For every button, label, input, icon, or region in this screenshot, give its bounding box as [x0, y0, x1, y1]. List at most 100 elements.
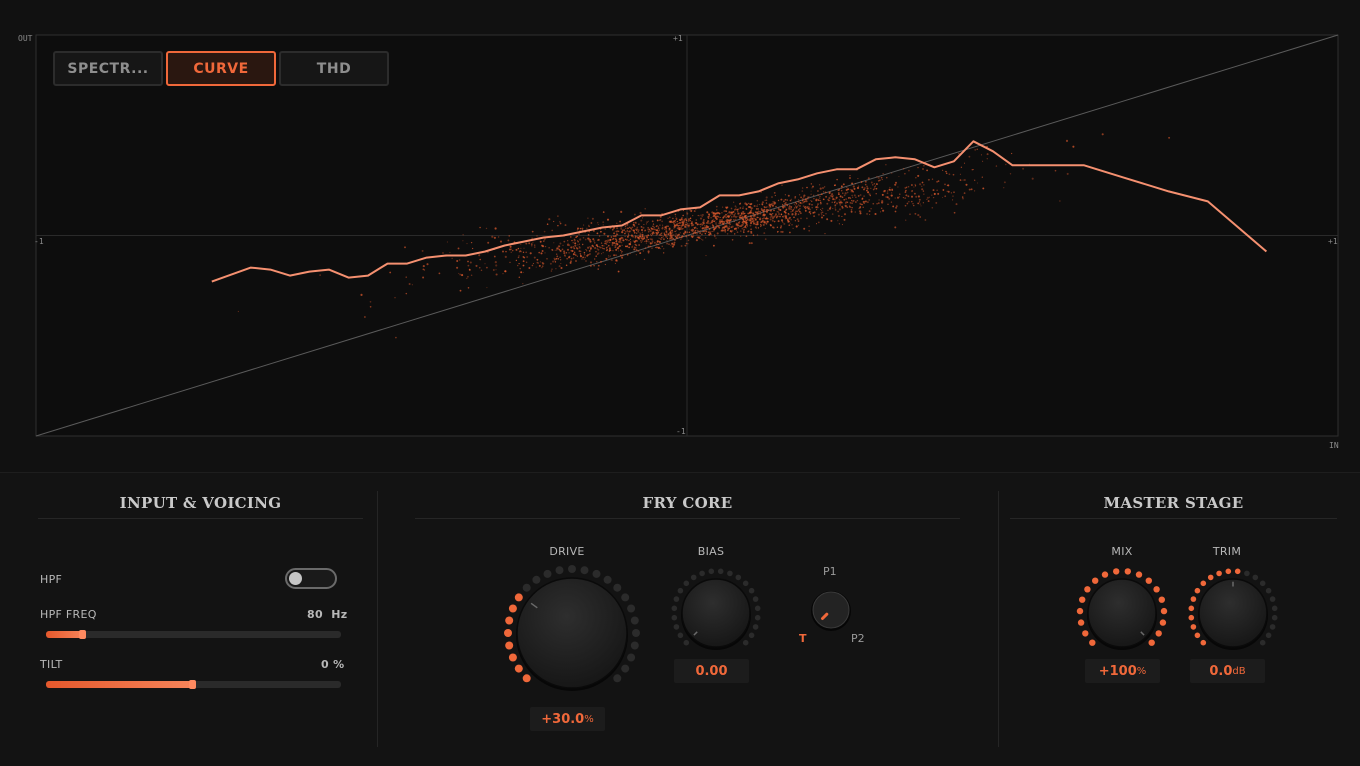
scatter-point: [757, 204, 759, 205]
hpf-toggle[interactable]: [285, 568, 337, 589]
scatter-point: [752, 215, 755, 218]
scatter-point: [744, 215, 747, 218]
scatter-point: [661, 227, 664, 230]
scatter-point: [658, 229, 660, 231]
scatter-point: [683, 219, 686, 222]
scatter-point: [904, 191, 907, 193]
scatter-point: [848, 205, 851, 207]
scatter-point: [752, 212, 755, 215]
tilt-slider-handle[interactable]: [188, 680, 196, 689]
scatter-point: [817, 221, 820, 224]
scatter-point: [634, 228, 636, 230]
scatter-point: [885, 164, 887, 166]
scatter-point: [806, 186, 808, 189]
scatter-point: [575, 236, 577, 239]
scatter-point: [713, 212, 715, 214]
scatter-point: [890, 192, 893, 194]
knob-dot: [613, 674, 622, 683]
scatter-point: [807, 196, 810, 198]
drive-knob[interactable]: [492, 561, 642, 701]
scatter-point: [569, 261, 572, 264]
scatter-point: [713, 230, 715, 232]
scatter-point: [995, 165, 998, 167]
scatter-point: [881, 200, 884, 203]
scatter-point: [749, 224, 752, 227]
scatter-point: [637, 249, 640, 253]
hpf-freq-slider-handle[interactable]: [79, 630, 87, 639]
tab-spectrum[interactable]: SPECTR...: [53, 51, 163, 86]
scatter-point: [721, 220, 723, 223]
knob-dot: [699, 570, 705, 577]
bias-knob[interactable]: [666, 565, 766, 660]
scatter-point: [480, 269, 483, 272]
scatter-point: [854, 211, 857, 213]
scatter-point: [680, 245, 683, 247]
tilt-slider[interactable]: [46, 680, 341, 689]
scatter-point: [851, 182, 854, 185]
scatter-point: [735, 206, 737, 208]
scatter-point: [819, 199, 821, 201]
scatter-point: [615, 254, 617, 256]
scatter-point: [737, 212, 740, 215]
scatter-point: [677, 224, 680, 227]
scatter-point: [571, 239, 573, 242]
scatter-point: [765, 196, 768, 199]
scatter-point: [466, 277, 468, 280]
scatter-point: [525, 251, 528, 254]
scatter-point: [611, 228, 614, 231]
scatter-point: [626, 230, 629, 233]
scatter-point: [850, 189, 853, 192]
scatter-point: [707, 222, 709, 224]
scatter-point: [646, 236, 649, 239]
mode-label-t[interactable]: T: [799, 632, 807, 645]
scatter-point: [682, 214, 684, 217]
scatter-point: [851, 202, 853, 204]
scatter-point: [579, 255, 583, 258]
scatter-point: [559, 242, 562, 245]
scatter-point: [509, 261, 511, 264]
trim-knob[interactable]: [1183, 565, 1283, 660]
scatter-point: [633, 246, 636, 248]
mode-switch-knob[interactable]: [806, 586, 856, 636]
scatter-point: [742, 222, 745, 225]
scatter-point: [840, 201, 843, 204]
knob-dot: [683, 639, 690, 646]
scatter-point: [628, 239, 631, 241]
scatter-point: [779, 215, 781, 218]
scatter-point: [739, 207, 742, 209]
scatter-point: [672, 217, 674, 220]
scatter-point: [612, 235, 615, 238]
scatter-point: [568, 251, 570, 254]
knob-dot: [632, 629, 640, 637]
mix-knob[interactable]: [1075, 565, 1175, 660]
scatter-point: [972, 169, 974, 171]
knob-dot: [673, 624, 680, 630]
scatter-point: [652, 225, 654, 228]
tab-curve[interactable]: CURVE: [166, 51, 276, 86]
scatter-point: [687, 219, 690, 222]
scatter-point: [535, 266, 537, 268]
scatter-point: [579, 252, 582, 255]
knob-dot: [677, 587, 684, 594]
scatter-point: [759, 212, 762, 215]
scatter-point: [780, 231, 782, 233]
scatter-point: [834, 207, 836, 209]
scatter-point: [868, 210, 871, 213]
scatter-point: [831, 193, 834, 196]
mode-label-p2[interactable]: P2: [851, 632, 865, 645]
hpf-freq-slider[interactable]: [46, 630, 341, 639]
scatter-point: [614, 242, 616, 244]
scatter-point: [670, 236, 673, 239]
scatter-point: [665, 235, 668, 238]
scatter-point: [868, 213, 871, 216]
scatter-point: [662, 224, 664, 226]
tab-thd[interactable]: THD: [279, 51, 389, 86]
scatter-point: [799, 212, 802, 215]
scatter-point: [826, 218, 829, 221]
scatter-point: [559, 249, 562, 252]
scatter-point: [801, 197, 804, 200]
scatter-point: [618, 245, 621, 248]
scatter-point: [763, 217, 765, 219]
knob-dot: [754, 605, 761, 612]
scatter-point: [759, 218, 762, 221]
